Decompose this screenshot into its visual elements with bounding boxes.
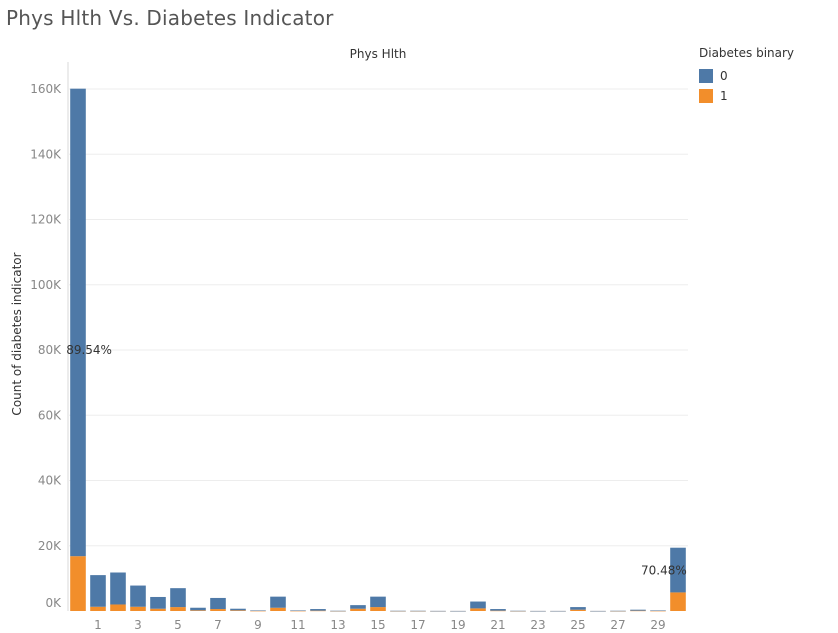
y-tick-label: 160K <box>30 82 62 96</box>
bar-segment-series-1[interactable] <box>170 607 186 611</box>
y-tick-labels: 0K 20K 40K 60K 80K 100K 120K 140K 160K <box>30 82 62 610</box>
y-tick-label: 40K <box>38 474 62 488</box>
x-tick-labels: 1 3 5 7 9 11 13 15 17 19 21 23 25 27 29 <box>94 618 665 632</box>
bar-segment-series-0[interactable] <box>310 609 326 611</box>
bar-segment-series-1[interactable] <box>350 608 366 611</box>
x-tick-label: 5 <box>174 618 182 632</box>
bar-segment-series-1[interactable] <box>570 609 586 611</box>
x-tick-label: 17 <box>410 618 425 632</box>
bar-segment-series-1[interactable] <box>130 606 146 611</box>
annotations: 89.54% 70.48% <box>66 343 687 578</box>
bar-segment-series-0[interactable] <box>590 610 606 612</box>
bar-segment-series-0[interactable] <box>450 610 466 612</box>
bar-segment-series-0[interactable] <box>390 610 406 612</box>
bar-segment-series-0[interactable] <box>290 610 306 611</box>
bar-segment-series-0[interactable] <box>610 610 626 612</box>
bar-segment-series-0[interactable] <box>190 607 206 611</box>
bar-segment-series-1[interactable] <box>190 610 206 611</box>
legend-swatch-0 <box>699 69 713 83</box>
bar-segment-series-0[interactable] <box>670 547 686 593</box>
x-tick-label: 19 <box>450 618 465 632</box>
x-tick-label: 29 <box>650 618 665 632</box>
bar-segment-series-1[interactable] <box>370 607 386 611</box>
bar-segment-series-0[interactable] <box>150 596 166 609</box>
bar-segment-series-0[interactable] <box>210 597 226 610</box>
bar-segment-series-0[interactable] <box>470 601 486 609</box>
bar-segment-series-1[interactable] <box>90 606 106 611</box>
bar-segment-series-0[interactable] <box>250 610 266 611</box>
y-tick-label: 120K <box>30 213 62 227</box>
legend-title: Diabetes binary <box>699 46 795 60</box>
bar-segment-series-1[interactable] <box>470 608 486 611</box>
bar-segment-series-0[interactable] <box>370 596 386 608</box>
legend: Diabetes binary 0 1 <box>699 46 794 106</box>
y-tick-label: 140K <box>30 147 62 161</box>
bar-segment-series-0[interactable] <box>110 572 126 605</box>
legend-item-0[interactable]: 0 <box>699 66 794 86</box>
bar-segment-series-1[interactable] <box>70 556 86 611</box>
x-tick-label: 13 <box>330 618 345 632</box>
x-tick-label: 7 <box>214 618 222 632</box>
bar-segment-series-0[interactable] <box>270 596 286 608</box>
x-tick-label: 25 <box>570 618 585 632</box>
annotation-label: 89.54% <box>66 343 112 357</box>
bars <box>70 88 686 612</box>
bar-segment-series-0[interactable] <box>430 610 446 612</box>
bar-segment-series-1[interactable] <box>150 608 166 611</box>
bar-segment-series-1[interactable] <box>670 592 686 611</box>
x-tick-label: 21 <box>490 618 505 632</box>
bar-segment-series-1[interactable] <box>290 610 306 612</box>
bar-segment-series-1[interactable] <box>230 610 246 611</box>
bar-segment-series-0[interactable] <box>630 609 646 611</box>
bar-segment-series-0[interactable] <box>70 88 86 557</box>
page-title: Phys Hlth Vs. Diabetes Indicator <box>6 6 334 30</box>
annotation-label: 70.48% <box>641 564 687 578</box>
x-tick-label: 27 <box>610 618 625 632</box>
bar-segment-series-0[interactable] <box>530 610 546 612</box>
bar-segment-series-0[interactable] <box>650 610 666 611</box>
x-tick-label: 3 <box>134 618 142 632</box>
bar-segment-series-0[interactable] <box>410 610 426 612</box>
y-tick-label: 80K <box>38 343 62 357</box>
bar-segment-series-1[interactable] <box>110 604 126 611</box>
bar-segment-series-1[interactable] <box>650 610 666 612</box>
bar-segment-series-0[interactable] <box>130 585 146 607</box>
bar-segment-series-0[interactable] <box>570 607 586 610</box>
legend-label-0: 0 <box>720 69 728 83</box>
bar-segment-series-0[interactable] <box>90 575 106 607</box>
bar-segment-series-0[interactable] <box>490 609 506 611</box>
bar-segment-series-1[interactable] <box>250 610 266 612</box>
bar-segment-series-0[interactable] <box>170 588 186 608</box>
bar-segment-series-1[interactable] <box>210 609 226 611</box>
x-tick-label: 15 <box>370 618 385 632</box>
bar-segment-series-0[interactable] <box>550 610 566 612</box>
y-tick-label: 60K <box>38 408 62 422</box>
y-tick-label: 20K <box>38 539 62 553</box>
bar-segment-series-0[interactable] <box>350 605 366 609</box>
y-axis-label: Count of diabetes indicator <box>10 252 24 415</box>
chart-title: Phys Hlth <box>350 47 407 61</box>
bar-segment-series-1[interactable] <box>270 607 286 611</box>
bar-segment-series-1[interactable] <box>490 610 506 612</box>
x-tick-label: 1 <box>94 618 102 632</box>
y-tick-label: 0K <box>45 596 62 610</box>
x-tick-label: 9 <box>254 618 262 632</box>
bar-segment-series-0[interactable] <box>230 608 246 611</box>
bar-segment-series-0[interactable] <box>330 610 346 612</box>
legend-label-1: 1 <box>720 89 728 103</box>
bar-segment-series-1[interactable] <box>310 610 326 612</box>
legend-swatch-1 <box>699 89 713 103</box>
bar-segment-series-1[interactable] <box>630 610 646 612</box>
bar-segment-series-0[interactable] <box>510 610 526 612</box>
legend-item-1[interactable]: 1 <box>699 86 794 106</box>
x-tick-label: 11 <box>290 618 305 632</box>
gridlines <box>68 88 688 547</box>
x-tick-label: 23 <box>530 618 545 632</box>
y-tick-label: 100K <box>30 278 62 292</box>
